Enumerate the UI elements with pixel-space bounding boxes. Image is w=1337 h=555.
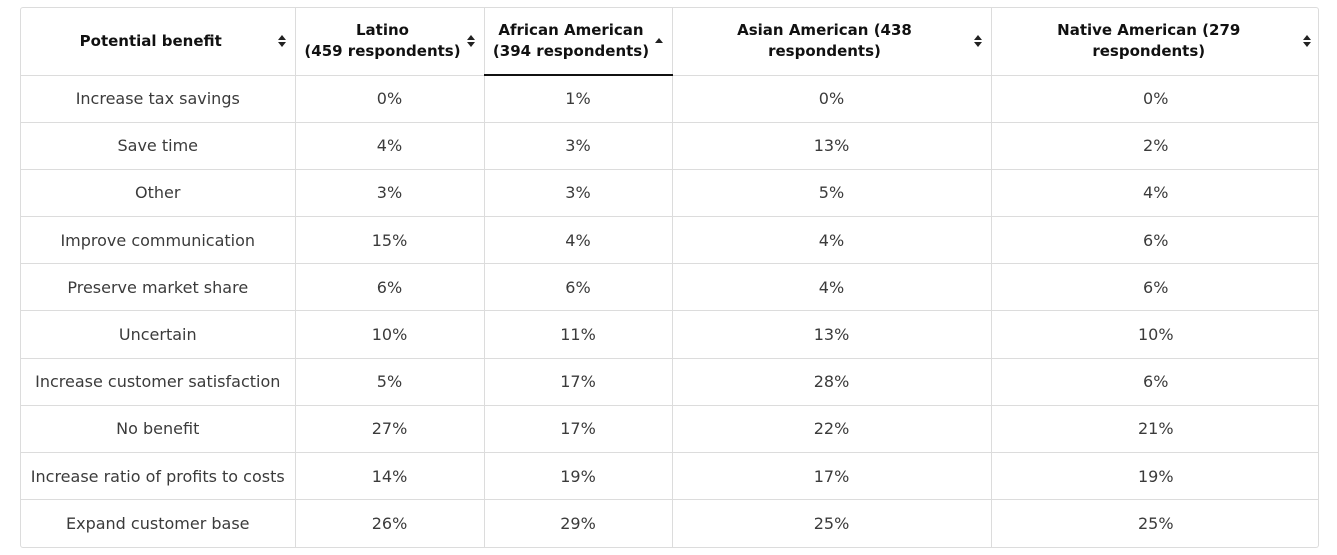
column-header-native-american[interactable]: Native American (279 respondents) <box>991 8 1318 76</box>
cell-native-american: 10% <box>991 310 1318 359</box>
cell-native-american: 21% <box>991 405 1318 454</box>
cell-african-american: 1% <box>484 75 673 123</box>
cell-native-american: 0% <box>991 75 1318 123</box>
table-row: Expand customer base 26% 29% 25% 25% <box>21 499 1318 547</box>
column-header-potential-benefit[interactable]: Potential benefit <box>21 8 296 76</box>
table-row: Other 3% 3% 5% 4% <box>21 169 1318 218</box>
sort-both-icon[interactable] <box>277 35 286 48</box>
table-row: Increase customer satisfaction 5% 17% 28… <box>21 358 1318 406</box>
cell-asian-american: 13% <box>672 122 992 170</box>
cell-benefit: Uncertain <box>21 310 296 359</box>
cell-native-american: 6% <box>991 358 1318 406</box>
data-table-container: Potential benefit Latino (459 respondent… <box>20 7 1319 548</box>
cell-asian-american: 4% <box>672 216 992 265</box>
cell-latino: 14% <box>295 452 485 501</box>
column-header-label: Potential benefit <box>79 31 222 50</box>
cell-asian-american: 22% <box>672 405 992 454</box>
cell-african-american: 17% <box>484 358 673 406</box>
cell-native-american: 4% <box>991 169 1318 218</box>
table-row: Improve communication 15% 4% 4% 6% <box>21 216 1318 265</box>
header-row: Potential benefit Latino (459 respondent… <box>21 8 1318 76</box>
table-row: No benefit 27% 17% 22% 21% <box>21 405 1318 454</box>
cell-asian-american: 0% <box>672 75 992 123</box>
column-header-label: Native American (279 respondents) <box>1057 21 1241 61</box>
cell-benefit: Expand customer base <box>21 499 296 547</box>
cell-asian-american: 4% <box>672 263 992 312</box>
column-header-label-line2: (459 respondents) <box>304 42 461 61</box>
cell-african-american: 4% <box>484 216 673 265</box>
table-row: Save time 4% 3% 13% 2% <box>21 122 1318 170</box>
cell-native-american: 6% <box>991 216 1318 265</box>
cell-african-american: 3% <box>484 122 673 170</box>
cell-native-american: 6% <box>991 263 1318 312</box>
cell-benefit: Preserve market share <box>21 263 296 312</box>
cell-benefit: No benefit <box>21 405 296 454</box>
column-header-label-line1: Latino <box>356 21 409 40</box>
cell-asian-american: 28% <box>672 358 992 406</box>
sort-both-icon[interactable] <box>466 35 475 48</box>
cell-african-american: 6% <box>484 263 673 312</box>
sort-both-icon[interactable] <box>973 35 982 48</box>
column-header-latino[interactable]: Latino (459 respondents) <box>295 8 485 76</box>
column-header-label-line1: African American <box>498 21 644 39</box>
column-header-asian-american[interactable]: Asian American (438 respondents) <box>672 8 992 76</box>
table-row: Uncertain 10% 11% 13% 10% <box>21 310 1318 359</box>
benefits-table: Potential benefit Latino (459 respondent… <box>21 8 1318 547</box>
table-row: Increase tax savings 0% 1% 0% 0% <box>21 75 1318 123</box>
cell-african-american: 19% <box>484 452 673 501</box>
cell-benefit: Save time <box>21 122 296 170</box>
cell-native-american: 19% <box>991 452 1318 501</box>
cell-latino: 26% <box>295 499 485 547</box>
cell-latino: 0% <box>295 75 485 123</box>
sort-both-icon[interactable] <box>1303 35 1311 48</box>
sort-ascending-icon[interactable] <box>654 35 663 47</box>
table-row: Preserve market share 6% 6% 4% 6% <box>21 263 1318 312</box>
cell-latino: 10% <box>295 310 485 359</box>
cell-asian-american: 5% <box>672 169 992 218</box>
cell-benefit: Increase ratio of profits to costs <box>21 452 296 501</box>
column-header-african-american[interactable]: African American (394 respondents) <box>484 8 673 76</box>
cell-native-american: 25% <box>1137 514 1174 534</box>
cell-benefit: Other <box>21 169 296 218</box>
cell-asian-american: 13% <box>672 310 992 359</box>
column-header-label: Asian American (438 respondents) <box>737 21 912 61</box>
cell-latino: 4% <box>295 122 485 170</box>
cell-african-american: 17% <box>484 405 673 454</box>
cell-african-american: 11% <box>484 310 673 359</box>
cell-benefit: Increase tax savings <box>21 75 296 123</box>
column-header-label-line2: (394 respondents) <box>492 42 650 60</box>
cell-latino: 5% <box>295 358 485 406</box>
cell-african-american: 3% <box>484 169 673 218</box>
cell-african-american: 29% <box>484 499 673 547</box>
cell-latino: 3% <box>295 169 485 218</box>
table-row: Increase ratio of profits to costs 14% 1… <box>21 452 1318 501</box>
cell-native-american: 2% <box>991 122 1318 170</box>
cell-benefit: Improve communication <box>21 216 296 265</box>
cell-asian-american: 25% <box>672 499 992 547</box>
cell-asian-american: 17% <box>672 452 992 501</box>
cell-latino: 15% <box>295 216 485 265</box>
cell-latino: 6% <box>295 263 485 312</box>
cell-benefit: Increase customer satisfaction <box>21 358 296 406</box>
cell-latino: 27% <box>295 405 485 454</box>
